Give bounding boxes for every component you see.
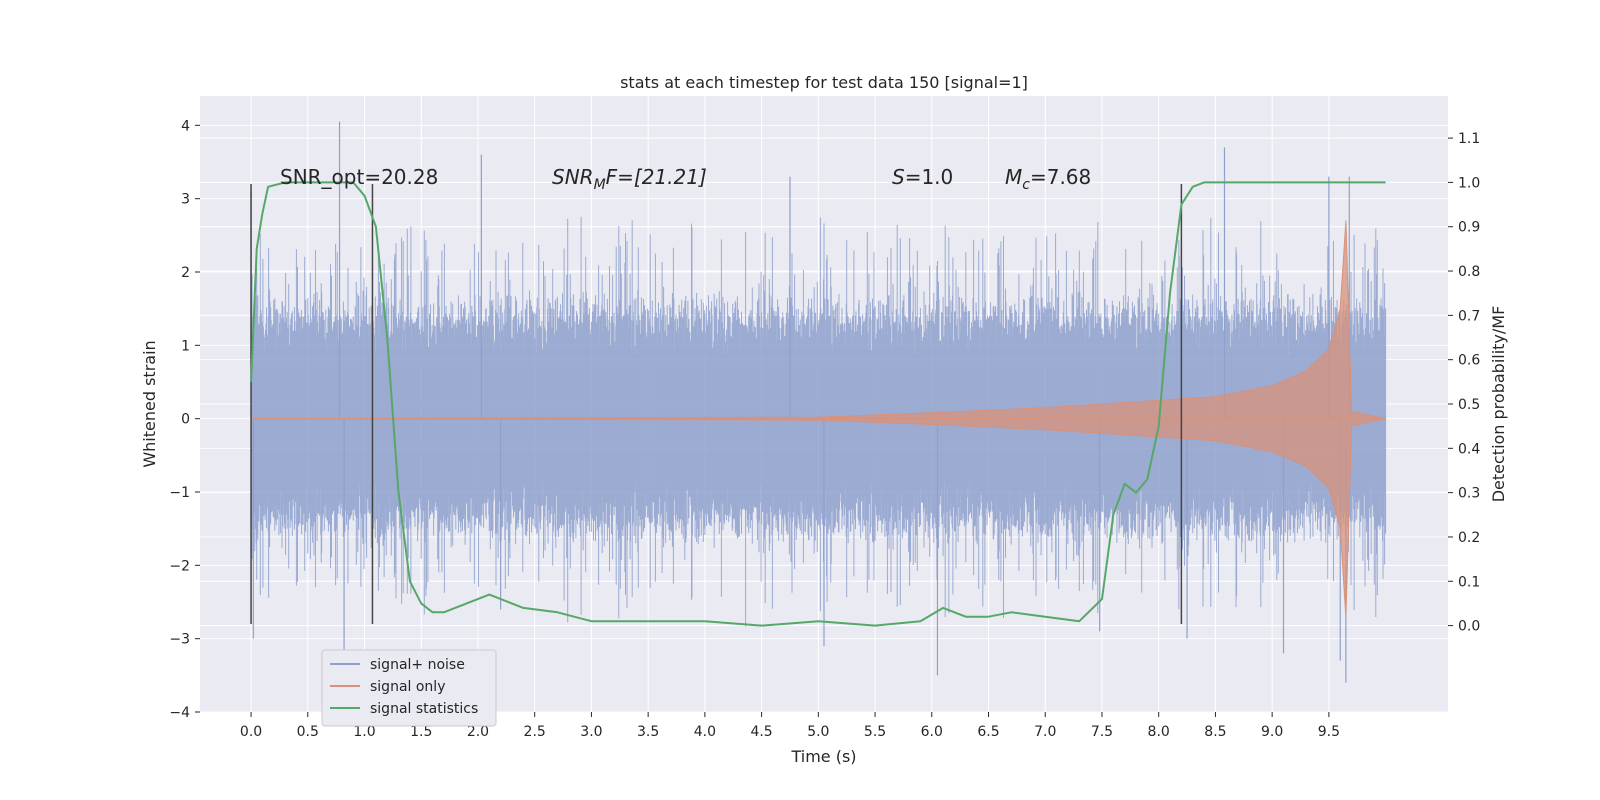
y-right-tick-label-0: 1.1	[1458, 131, 1480, 147]
x-tick-label-4: 2.0	[467, 724, 489, 740]
annotations: SNR_opt=20.28 SNRMF=[21.21] S=1.0 Mc=7.6…	[280, 165, 1091, 193]
y-right-tick-label-7: 0.4	[1458, 441, 1480, 457]
x-tick-label-19: 9.5	[1318, 724, 1340, 740]
x-tick-label-13: 6.5	[977, 724, 999, 740]
x-tick-label-16: 8.0	[1148, 724, 1170, 740]
x-tick-label-17: 8.5	[1204, 724, 1226, 740]
x-axis-label: Time (s)	[790, 747, 856, 766]
y-left-tick-label-3: 1	[181, 338, 190, 354]
annotation-mc-sub: c	[1022, 177, 1030, 193]
x-tick-label-14: 7.0	[1034, 724, 1056, 740]
annotation-mc: Mc=7.68	[1005, 165, 1091, 193]
series-signal-only	[251, 220, 1386, 617]
x-tick-label-10: 5.0	[807, 724, 829, 740]
y-left-axis-ticks: 4 3 2 1 0 −1 −2 −3 −4	[169, 118, 200, 721]
annotation-s-var: S	[892, 165, 905, 189]
legend-label-signal-statistics: signal statistics	[370, 701, 478, 717]
y-right-tick-label-2: 0.9	[1458, 220, 1480, 236]
x-tick-label-2: 1.0	[353, 724, 375, 740]
x-tick-label-8: 4.0	[694, 724, 716, 740]
annotation-mc-val: =7.68	[1030, 165, 1091, 189]
y-right-tick-label-9: 0.2	[1458, 530, 1480, 546]
series-signal-statistics	[250, 181, 1386, 627]
y-left-tick-label-2: 2	[181, 265, 190, 281]
y-left-tick-label-5: −1	[169, 485, 190, 501]
y-right-tick-label-5: 0.6	[1458, 353, 1480, 369]
x-tick-label-6: 3.0	[580, 724, 602, 740]
legend-box	[321, 649, 497, 727]
y-left-tick-label-4: 0	[181, 412, 190, 428]
x-tick-label-12: 6.0	[921, 724, 943, 740]
legend: signal+ noise signal only signal statist…	[321, 649, 497, 727]
vertical-markers	[250, 184, 1183, 624]
y-right-tick-label-11: 0.0	[1458, 619, 1480, 635]
x-tick-label-11: 5.5	[864, 724, 886, 740]
chart-title: stats at each timestep for test data 150…	[620, 73, 1028, 92]
y-left-axis-label: Whitened strain	[140, 340, 159, 467]
x-tick-label-7: 3.5	[637, 724, 659, 740]
annotation-snr-mf-sub: M	[594, 177, 606, 193]
y-right-tick-label-4: 0.7	[1458, 308, 1480, 324]
signal-statistics-line	[250, 181, 1386, 627]
y-right-axis-ticks: 1.1 1.0 0.9 0.8 0.7 0.6 0.5 0.4 0.3 0.2 0.1 0.0	[1448, 131, 1480, 635]
x-tick-label-3: 1.5	[410, 724, 432, 740]
annotation-snr-opt: SNR_opt=20.28	[280, 165, 438, 189]
annotation-mc-base: M	[1005, 165, 1022, 189]
annotation-s: S=1.0	[892, 165, 953, 189]
x-tick-label-5: 2.5	[524, 724, 546, 740]
y-right-tick-label-8: 0.3	[1458, 486, 1480, 502]
x-tick-label-1: 0.5	[297, 724, 319, 740]
y-right-tick-label-1: 1.0	[1458, 175, 1480, 191]
x-tick-label-15: 7.5	[1091, 724, 1113, 740]
y-left-tick-label-1: 3	[181, 192, 190, 208]
annotation-snr-mf: SNRMF=[21.21]	[552, 165, 707, 193]
legend-label-signal-only: signal only	[370, 679, 445, 695]
x-tick-label-0: 0.0	[240, 724, 262, 740]
x-tick-label-18: 9.0	[1261, 724, 1283, 740]
y-right-tick-label-6: 0.5	[1458, 397, 1480, 413]
y-left-tick-label-0: 4	[181, 118, 190, 134]
y-right-axis-label: Detection probability/MF	[1489, 306, 1508, 503]
y-right-tick-label-10: 0.1	[1458, 574, 1480, 590]
y-left-tick-label-7: −3	[169, 632, 190, 648]
annotation-s-val: =1.0	[905, 165, 954, 189]
x-tick-label-9: 4.5	[750, 724, 772, 740]
y-right-tick-label-3: 0.8	[1458, 264, 1480, 280]
annotation-snr-mf-base: SNR	[552, 165, 594, 189]
y-left-tick-label-6: −2	[169, 558, 190, 574]
legend-label-signal-noise: signal+ noise	[370, 657, 465, 673]
y-left-tick-label-8: −4	[169, 705, 190, 721]
x-axis-ticks: 0.0 0.5 1.0 1.5 2.0 2.5 3.0 3.5 4.0 4.5 5.0 5.5 6.0 6…	[240, 712, 1340, 740]
annotation-snr-mf-tail: F=[21.21]	[606, 165, 707, 189]
